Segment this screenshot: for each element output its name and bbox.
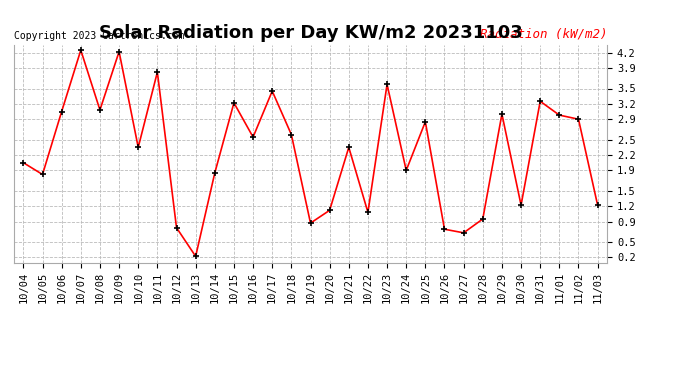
Text: Radiation (kW/m2): Radiation (kW/m2) [480,28,607,40]
Text: Copyright 2023 Cartronics.com: Copyright 2023 Cartronics.com [14,31,184,40]
Title: Solar Radiation per Day KW/m2 20231103: Solar Radiation per Day KW/m2 20231103 [99,24,522,42]
